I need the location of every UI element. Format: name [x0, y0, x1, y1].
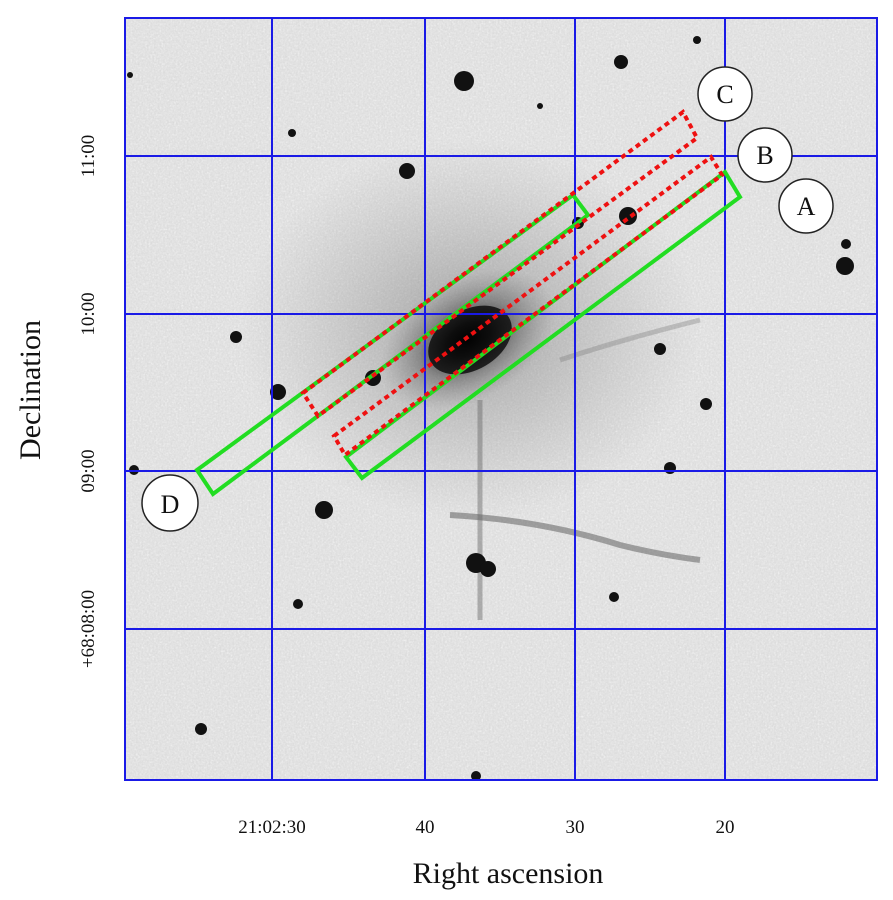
star	[399, 163, 415, 179]
slit-b-box	[331, 154, 725, 458]
star	[315, 501, 333, 519]
marker-b-label: B	[756, 141, 773, 170]
slit-overlays	[194, 109, 743, 497]
marker-d-circle	[141, 474, 199, 532]
marker-c-label: C	[716, 80, 733, 109]
star	[293, 599, 303, 609]
star	[654, 343, 666, 355]
star	[841, 239, 851, 249]
y-axis-label: Declination	[14, 320, 47, 460]
nebula-inner	[428, 305, 512, 375]
star	[609, 592, 619, 602]
ra-tick-label: 30	[566, 817, 585, 838]
ra-tick-label: 20	[716, 817, 735, 838]
star	[127, 72, 133, 78]
star	[270, 384, 286, 400]
dec-tick-label: +68:08:00	[78, 590, 99, 668]
plot-frame	[124, 17, 878, 781]
slit-marker-d: D	[141, 474, 199, 532]
slit-marker-a: A	[778, 178, 834, 234]
star	[693, 36, 701, 44]
filament	[449, 512, 701, 563]
marker-c-circle	[697, 66, 753, 122]
ra-tick-label: 21:02:30	[238, 817, 306, 838]
marker-a-circle	[778, 178, 834, 234]
star	[614, 55, 628, 69]
star	[664, 462, 676, 474]
dec-tick-label: 10:00	[78, 292, 99, 335]
slit-c-box	[300, 109, 700, 419]
star	[230, 331, 242, 343]
dec-tick-label: 09:00	[78, 449, 99, 492]
star	[537, 103, 543, 109]
star	[480, 561, 496, 577]
marker-b-circle	[737, 127, 793, 183]
coordinate-grid	[124, 17, 878, 781]
star	[288, 129, 296, 137]
star	[471, 771, 481, 780]
ra-tick-label: 40	[416, 817, 435, 838]
star	[454, 71, 474, 91]
star	[836, 257, 854, 275]
marker-d-label: D	[161, 490, 180, 519]
x-axis-label: Right ascension	[413, 857, 604, 890]
dec-tick-labels: 11:00 10:00 09:00 +68:08:00	[78, 135, 99, 668]
slit-d-box	[194, 192, 591, 497]
slit-marker-b: B	[737, 127, 793, 183]
marker-a-label: A	[797, 192, 816, 221]
ra-tick-labels: 21:02:30 40 30 20	[238, 817, 734, 838]
dec-tick-label: 11:00	[78, 135, 99, 178]
star	[700, 398, 712, 410]
star	[195, 723, 207, 735]
slit-marker-c: C	[697, 66, 753, 122]
